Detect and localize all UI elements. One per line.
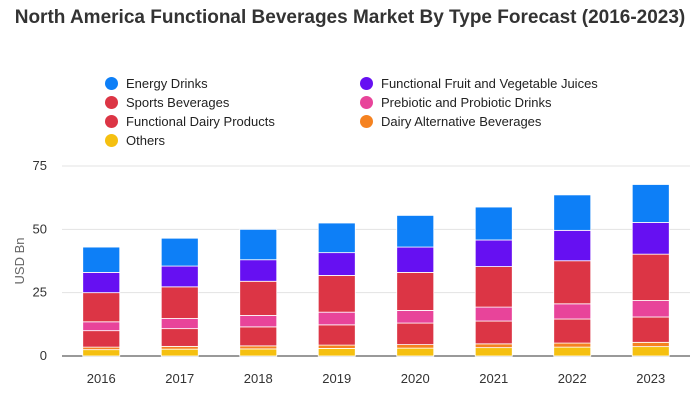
bar-segment <box>160 328 199 347</box>
bar-segment <box>239 326 278 347</box>
bar-segment <box>631 184 670 223</box>
y-tick-label: 75 <box>33 158 47 173</box>
legend-item: Prebiotic and Probiotic Drinks <box>360 93 552 112</box>
bar-segment <box>396 271 435 311</box>
bar-segment <box>631 253 670 301</box>
legend-item: Others <box>105 131 165 150</box>
legend-label: Functional Dairy Products <box>126 114 275 129</box>
bar-segment <box>396 246 435 273</box>
legend-swatch <box>360 115 373 128</box>
bar-segment <box>474 320 513 345</box>
bar-segment <box>160 345 199 350</box>
bar-segment <box>82 292 121 323</box>
bar-segment <box>160 318 199 330</box>
bar-segment <box>317 222 356 254</box>
bar-segment <box>239 315 278 328</box>
legend-item: Functional Fruit and Vegetable Juices <box>360 74 598 93</box>
y-tick-label: 0 <box>40 348 47 363</box>
x-tick-label: 2019 <box>322 371 351 386</box>
bar-segment <box>239 348 278 357</box>
legend-label: Dairy Alternative Beverages <box>381 114 542 129</box>
bar-segment <box>239 228 278 261</box>
bar-segment <box>160 237 199 267</box>
bar-segment <box>553 303 592 320</box>
legend-swatch <box>105 115 118 128</box>
bar-segment <box>553 346 592 357</box>
bar-segment <box>396 344 435 349</box>
bar-segment <box>396 214 435 248</box>
legend-label: Energy Drinks <box>126 76 208 91</box>
bar-segment <box>474 266 513 308</box>
x-tick-label: 2023 <box>636 371 665 386</box>
legend-swatch <box>360 77 373 90</box>
bar-segment <box>396 322 435 346</box>
legend-item: Dairy Alternative Beverages <box>360 112 541 131</box>
legend-swatch <box>360 96 373 109</box>
bar-segment <box>239 259 278 282</box>
bar-segment <box>396 309 435 324</box>
bar-segment <box>82 246 121 273</box>
bar-segment <box>317 252 356 276</box>
legend-label: Prebiotic and Probiotic Drinks <box>381 95 552 110</box>
bar-segment <box>553 318 592 344</box>
bar-segment <box>553 194 592 231</box>
bar-segment <box>631 346 670 357</box>
legend-item: Functional Dairy Products <box>105 112 275 131</box>
bar-segment <box>160 348 199 357</box>
bar-segment <box>474 206 513 241</box>
y-tick-label: 50 <box>33 221 47 236</box>
x-tick-label: 2020 <box>401 371 430 386</box>
bar-segment <box>631 316 670 343</box>
bar-segment <box>396 347 435 357</box>
y-axis-label: USD Bn <box>12 238 27 285</box>
bar-segment <box>474 239 513 267</box>
bar-segment <box>317 347 356 357</box>
bar-segment <box>631 300 670 318</box>
bar-segment <box>82 330 121 348</box>
y-tick-label: 25 <box>33 285 47 300</box>
bar-segment <box>474 347 513 357</box>
bar-segment <box>239 280 278 316</box>
legend-item: Energy Drinks <box>105 74 208 93</box>
legend-swatch <box>105 77 118 90</box>
x-tick-label: 2022 <box>558 371 587 386</box>
bar-segment <box>317 344 356 349</box>
bar-segment <box>317 324 356 346</box>
bar-segment <box>317 275 356 313</box>
bar-segment <box>631 222 670 255</box>
x-tick-label: 2018 <box>244 371 273 386</box>
legend-item: Sports Beverages <box>105 93 229 112</box>
bar-segment <box>82 321 121 332</box>
x-tick-label: 2016 <box>87 371 116 386</box>
legend-swatch <box>105 96 118 109</box>
x-tick-label: 2017 <box>165 371 194 386</box>
bar-segment <box>82 349 121 357</box>
bar-segment <box>553 342 592 348</box>
bar-segment <box>631 341 670 348</box>
bar-segment <box>239 345 278 350</box>
bar-segment <box>317 311 356 326</box>
legend-label: Functional Fruit and Vegetable Juices <box>381 76 598 91</box>
x-tick-label: 2021 <box>479 371 508 386</box>
bar-segment <box>160 265 199 288</box>
bar-segment <box>160 286 199 319</box>
legend-label: Sports Beverages <box>126 95 230 110</box>
bar-segment <box>474 343 513 349</box>
bar-segment <box>553 229 592 262</box>
chart-title: North America Functional Beverages Marke… <box>14 7 686 28</box>
legend-swatch <box>105 134 118 147</box>
bar-segment <box>553 260 592 305</box>
legend-label: Others <box>126 133 166 148</box>
bar-segment <box>474 306 513 322</box>
bar-segment <box>82 271 121 294</box>
